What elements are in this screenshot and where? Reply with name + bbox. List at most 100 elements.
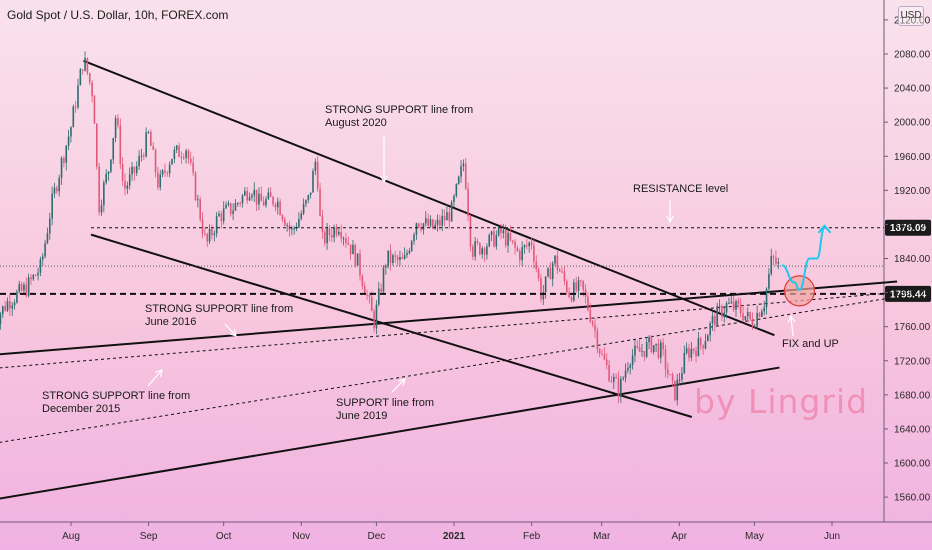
annotation-line: STRONG SUPPORT line from bbox=[325, 104, 474, 116]
candle-body bbox=[688, 348, 690, 358]
candle-body bbox=[568, 292, 570, 298]
candle-body bbox=[335, 227, 338, 235]
x-tick-label: Oct bbox=[216, 531, 232, 542]
y-axis[interactable]: 1560.00 1600.00 1640.00 1680.00 1720.00 1760.… bbox=[884, 15, 931, 504]
candle-body bbox=[603, 354, 606, 360]
candle-body bbox=[251, 195, 253, 198]
trendlines bbox=[0, 59, 898, 500]
candle-body bbox=[222, 208, 225, 222]
candle-body bbox=[34, 274, 37, 276]
candle-body bbox=[100, 205, 103, 213]
annotation-support-june-2019: SUPPORT line from June 2019 bbox=[336, 397, 434, 423]
candle-body bbox=[739, 304, 742, 314]
candle-body bbox=[424, 218, 427, 224]
candle-body bbox=[544, 276, 547, 293]
candle-body bbox=[363, 285, 366, 295]
candle-body bbox=[86, 57, 89, 74]
candle-body bbox=[730, 301, 733, 304]
candle-body bbox=[396, 256, 399, 261]
candle-body bbox=[112, 138, 115, 160]
candle-body bbox=[598, 349, 601, 354]
candle-body bbox=[624, 370, 627, 378]
axis-frame bbox=[0, 0, 932, 523]
candle-body bbox=[657, 343, 660, 358]
candle-body bbox=[307, 195, 310, 201]
candle-body bbox=[542, 292, 545, 300]
candle-body bbox=[753, 326, 756, 328]
x-tick-label: 2021 bbox=[443, 531, 466, 542]
candle-body bbox=[274, 204, 277, 208]
candle-body bbox=[535, 261, 538, 269]
y-tick-label: 2000.00 bbox=[894, 118, 931, 129]
candle-body bbox=[746, 312, 749, 317]
candle-body bbox=[434, 224, 436, 229]
y-tick-label: 1720.00 bbox=[894, 356, 931, 367]
candle-body bbox=[215, 216, 218, 234]
arrow-fix-and-up bbox=[790, 315, 794, 337]
candle-body bbox=[565, 281, 568, 293]
candle-body bbox=[56, 187, 58, 192]
candle-body bbox=[401, 257, 404, 259]
candle-body bbox=[483, 248, 486, 255]
candle-body bbox=[709, 323, 711, 336]
y-tick-label: 1840.00 bbox=[894, 254, 931, 265]
candle-body bbox=[448, 212, 451, 222]
candle-body bbox=[138, 156, 140, 167]
candle-body bbox=[702, 344, 704, 349]
y-tick-label: 1640.00 bbox=[894, 424, 931, 435]
candle-body bbox=[643, 351, 646, 357]
candle-body bbox=[605, 359, 608, 365]
candle-body bbox=[768, 273, 770, 289]
candle-body bbox=[699, 338, 702, 345]
chart-title: Gold Spot / U.S. Dollar, 10h, FOREX.com bbox=[7, 8, 229, 22]
candle-body bbox=[276, 201, 279, 208]
candle-body bbox=[403, 254, 406, 259]
x-axis[interactable]: Aug Sep Oct Nov Dec 2021 Feb Mar Apr May Jun bbox=[62, 522, 840, 542]
candle-body bbox=[674, 380, 676, 401]
candle-body bbox=[650, 336, 653, 352]
candle-body bbox=[645, 342, 648, 357]
candle-body bbox=[563, 271, 566, 282]
candle-body bbox=[490, 231, 493, 235]
y-tick-label: 1680.00 bbox=[894, 390, 931, 401]
candle-body bbox=[326, 228, 328, 244]
candle-body bbox=[667, 369, 669, 375]
candle-body bbox=[107, 171, 110, 174]
currency-button[interactable]: USD bbox=[898, 6, 924, 26]
candle-body bbox=[53, 187, 56, 194]
candle-body bbox=[173, 149, 176, 159]
candle-body bbox=[669, 374, 671, 376]
annotation-line: RESISTANCE level bbox=[633, 183, 729, 195]
candle-body bbox=[575, 282, 577, 291]
candle-body bbox=[189, 158, 192, 163]
candle-body bbox=[258, 193, 260, 205]
candle-body bbox=[706, 335, 709, 342]
candle-body bbox=[450, 201, 453, 222]
candle-body bbox=[166, 172, 169, 174]
candle-body bbox=[406, 252, 408, 255]
candle-body bbox=[46, 233, 49, 244]
y-tick-label: 2040.00 bbox=[894, 84, 931, 95]
candle-body bbox=[142, 155, 145, 157]
candle-body bbox=[554, 255, 556, 264]
candle-body bbox=[51, 193, 53, 219]
candle-body bbox=[589, 309, 592, 322]
candle-body bbox=[32, 274, 35, 280]
candle-body bbox=[171, 158, 173, 165]
candle-body bbox=[549, 268, 552, 280]
x-tick-label: Sep bbox=[140, 531, 158, 542]
candle-body bbox=[103, 182, 105, 206]
candle-body bbox=[690, 348, 693, 358]
candle-body bbox=[48, 218, 51, 234]
candle-body bbox=[30, 277, 32, 280]
candle-body bbox=[392, 255, 394, 263]
candle-body bbox=[469, 216, 472, 247]
candle-body bbox=[511, 240, 514, 242]
candle-body bbox=[382, 267, 385, 292]
candle-body bbox=[211, 228, 213, 236]
x-tick-label: Aug bbox=[62, 531, 80, 542]
candle-body bbox=[551, 263, 554, 280]
annotation-fix-and-up: FIX and UP bbox=[782, 338, 839, 351]
annotation-support-december-2015: STRONG SUPPORT line from December 2015 bbox=[42, 390, 190, 416]
